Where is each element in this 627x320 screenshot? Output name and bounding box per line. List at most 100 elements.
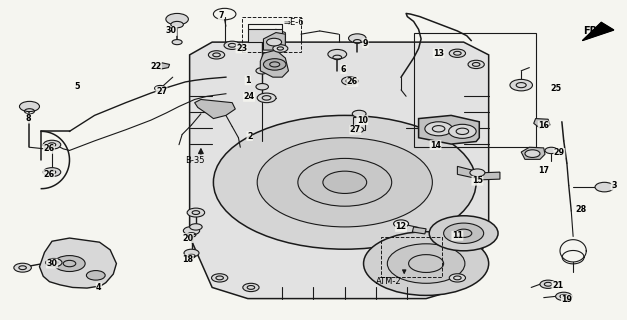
- Circle shape: [213, 116, 476, 249]
- Polygon shape: [260, 50, 288, 77]
- Text: 5: 5: [74, 82, 80, 91]
- Text: 26: 26: [347, 77, 358, 86]
- Circle shape: [224, 41, 240, 50]
- Circle shape: [450, 274, 465, 282]
- Circle shape: [257, 93, 276, 103]
- Circle shape: [54, 256, 85, 271]
- Circle shape: [183, 227, 199, 235]
- Text: 27: 27: [350, 125, 361, 134]
- Circle shape: [394, 220, 409, 228]
- Text: 11: 11: [452, 231, 463, 240]
- Polygon shape: [534, 119, 550, 128]
- Circle shape: [510, 79, 532, 91]
- Circle shape: [189, 224, 202, 230]
- Circle shape: [364, 232, 488, 295]
- Text: 6: 6: [341, 65, 346, 74]
- Text: 10: 10: [357, 116, 368, 125]
- Text: 7: 7: [218, 12, 224, 20]
- Circle shape: [171, 21, 183, 28]
- Circle shape: [595, 182, 614, 192]
- Text: 17: 17: [538, 166, 549, 175]
- Circle shape: [211, 274, 228, 282]
- Circle shape: [342, 77, 358, 85]
- Text: 30: 30: [46, 259, 58, 268]
- Circle shape: [43, 168, 61, 177]
- Text: 2: 2: [247, 132, 253, 140]
- Circle shape: [273, 45, 288, 52]
- Polygon shape: [521, 147, 545, 159]
- Text: 29: 29: [554, 148, 565, 157]
- Circle shape: [208, 51, 224, 59]
- Circle shape: [556, 292, 572, 300]
- Text: 18: 18: [182, 255, 193, 264]
- Circle shape: [184, 249, 199, 257]
- Circle shape: [256, 84, 268, 90]
- Text: 1: 1: [245, 76, 251, 85]
- Circle shape: [449, 124, 476, 138]
- Text: 4: 4: [96, 283, 102, 292]
- Circle shape: [187, 208, 204, 217]
- Text: 22: 22: [150, 62, 162, 71]
- Circle shape: [266, 38, 282, 46]
- Polygon shape: [457, 166, 500, 180]
- Text: 26: 26: [43, 144, 55, 153]
- Circle shape: [19, 101, 40, 112]
- Text: B-35: B-35: [185, 156, 204, 164]
- Polygon shape: [157, 63, 170, 69]
- Text: 27: 27: [156, 87, 167, 96]
- Bar: [241, 17, 301, 52]
- Circle shape: [545, 147, 557, 154]
- Polygon shape: [263, 33, 285, 50]
- Circle shape: [257, 138, 433, 227]
- Polygon shape: [582, 22, 614, 41]
- Text: ⇒E-6: ⇒E-6: [283, 19, 304, 28]
- Text: 12: 12: [396, 222, 407, 231]
- Circle shape: [263, 59, 286, 70]
- Circle shape: [46, 259, 62, 267]
- Text: 16: 16: [538, 121, 549, 130]
- Text: FR.: FR.: [583, 26, 601, 36]
- Polygon shape: [194, 100, 235, 119]
- Bar: [414, 33, 535, 147]
- Polygon shape: [189, 42, 488, 299]
- Bar: [381, 237, 443, 277]
- Circle shape: [470, 169, 485, 177]
- Text: 9: 9: [362, 39, 368, 48]
- Text: 30: 30: [166, 27, 177, 36]
- Circle shape: [87, 270, 105, 280]
- Circle shape: [349, 34, 366, 43]
- Circle shape: [525, 150, 540, 157]
- Circle shape: [243, 283, 259, 292]
- Circle shape: [387, 244, 465, 283]
- Text: 3: 3: [611, 181, 616, 190]
- Polygon shape: [40, 238, 117, 288]
- Circle shape: [256, 68, 268, 74]
- Circle shape: [540, 280, 556, 288]
- Text: 20: 20: [182, 234, 193, 243]
- Circle shape: [155, 85, 166, 91]
- Text: 24: 24: [243, 92, 255, 101]
- Text: 14: 14: [430, 140, 441, 149]
- Circle shape: [166, 13, 188, 25]
- Circle shape: [172, 40, 182, 45]
- Text: 13: 13: [433, 49, 444, 58]
- Circle shape: [328, 50, 347, 59]
- Text: 23: 23: [236, 44, 247, 53]
- Circle shape: [43, 140, 61, 149]
- Text: ATM-2: ATM-2: [376, 277, 401, 286]
- Circle shape: [298, 158, 392, 206]
- Circle shape: [351, 126, 364, 133]
- Text: 8: 8: [26, 114, 31, 123]
- Circle shape: [352, 110, 366, 117]
- Text: 21: 21: [552, 281, 563, 290]
- Text: 15: 15: [472, 176, 483, 185]
- Circle shape: [425, 122, 453, 136]
- Circle shape: [450, 49, 465, 57]
- Circle shape: [468, 60, 484, 68]
- Polygon shape: [413, 227, 426, 234]
- Text: 19: 19: [561, 295, 572, 304]
- Circle shape: [468, 220, 484, 228]
- Circle shape: [323, 171, 367, 194]
- Text: 25: 25: [550, 84, 561, 93]
- Circle shape: [444, 223, 483, 244]
